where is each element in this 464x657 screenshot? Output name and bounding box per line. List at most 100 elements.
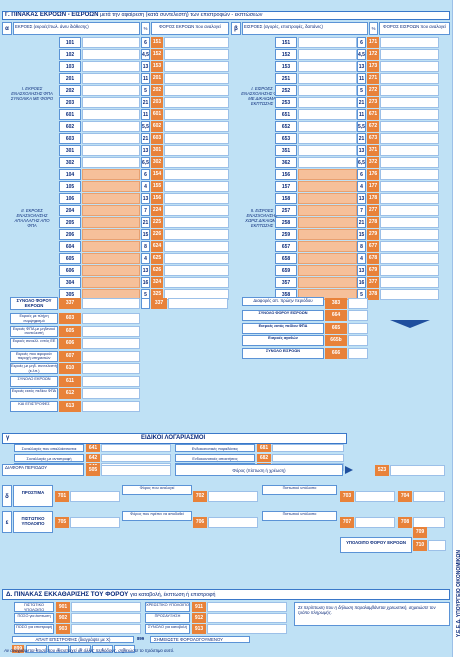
- tax-field[interactable]: [380, 181, 439, 193]
- d-field[interactable]: [71, 613, 141, 623]
- amount-field[interactable]: [82, 193, 140, 205]
- tax-field[interactable]: [164, 241, 229, 253]
- d-field-2[interactable]: [207, 624, 287, 634]
- amount-field[interactable]: [82, 121, 140, 133]
- tax-field[interactable]: [380, 277, 439, 289]
- amount-field[interactable]: [298, 85, 357, 97]
- correction-cell[interactable]: 2: [48, 645, 69, 653]
- tax-field[interactable]: [164, 37, 229, 48]
- amount-field[interactable]: [298, 181, 357, 193]
- amount-field[interactable]: [298, 253, 357, 265]
- amount-field[interactable]: [298, 73, 357, 85]
- tax-field[interactable]: [380, 253, 439, 265]
- special-field[interactable]: [101, 444, 171, 452]
- d-field-2[interactable]: [207, 602, 287, 612]
- amount-field[interactable]: [82, 277, 140, 289]
- amount-field[interactable]: [82, 73, 140, 85]
- tax-field[interactable]: [380, 97, 439, 109]
- amount-field[interactable]: [82, 49, 140, 61]
- correction-cell[interactable]: 5: [114, 645, 135, 653]
- tax-field[interactable]: [380, 121, 439, 133]
- tax-field[interactable]: [164, 133, 229, 145]
- summary-field[interactable]: [82, 363, 140, 374]
- tax-field[interactable]: [164, 217, 229, 229]
- tax-field[interactable]: [380, 229, 439, 241]
- amount-field[interactable]: [298, 133, 357, 145]
- tax-field[interactable]: [380, 241, 439, 253]
- tax-field[interactable]: [380, 157, 439, 169]
- amount-field[interactable]: [298, 265, 357, 277]
- z-field[interactable]: [70, 491, 120, 502]
- summary-field[interactable]: [82, 338, 140, 349]
- tax-field[interactable]: [164, 109, 229, 121]
- summary-field[interactable]: [82, 350, 140, 362]
- amount-field[interactable]: [82, 97, 140, 109]
- d-field-2[interactable]: [207, 613, 287, 623]
- amount-field[interactable]: [298, 37, 357, 48]
- amount-field[interactable]: [82, 229, 140, 241]
- amount-field[interactable]: [82, 241, 140, 253]
- amount-field[interactable]: [82, 265, 140, 277]
- z-field-2[interactable]: [208, 517, 258, 528]
- left-total-field[interactable]: [82, 298, 140, 309]
- amount-field[interactable]: [82, 253, 140, 265]
- z-field-2[interactable]: [208, 491, 258, 502]
- tax-field[interactable]: [164, 157, 229, 169]
- amount-field[interactable]: [82, 37, 140, 48]
- amount-field[interactable]: [82, 181, 140, 193]
- tax-field[interactable]: [380, 73, 439, 85]
- summary-field[interactable]: [82, 313, 140, 324]
- correction-cell[interactable]: 1: [26, 645, 47, 653]
- z-field-4[interactable]: [413, 491, 445, 502]
- amount-field[interactable]: [298, 121, 357, 133]
- z-field-3[interactable]: [355, 491, 395, 502]
- tax-field[interactable]: [164, 61, 229, 73]
- tax-field[interactable]: [164, 73, 229, 85]
- amount-field[interactable]: [298, 277, 357, 289]
- right-summary-field[interactable]: [348, 347, 368, 359]
- amount-field[interactable]: [298, 217, 357, 229]
- tax-field[interactable]: [380, 265, 439, 277]
- tax-field[interactable]: [164, 181, 229, 193]
- amount-field[interactable]: [82, 145, 140, 157]
- right-summary-field[interactable]: [348, 335, 368, 346]
- amount-field[interactable]: [298, 49, 357, 61]
- correction-cell[interactable]: 3: [70, 645, 91, 653]
- z-field[interactable]: [70, 517, 120, 528]
- d-field[interactable]: [71, 624, 141, 634]
- amount-field[interactable]: [298, 229, 357, 241]
- tax-field[interactable]: [380, 217, 439, 229]
- amount-field[interactable]: [82, 109, 140, 121]
- amount-field[interactable]: [298, 241, 357, 253]
- amount-field[interactable]: [82, 61, 140, 73]
- z-field-4[interactable]: [413, 517, 445, 528]
- amount-field[interactable]: [82, 85, 140, 97]
- special-field-2[interactable]: [272, 453, 344, 462]
- tax-field[interactable]: [380, 85, 439, 97]
- summary-field[interactable]: [82, 388, 140, 399]
- tax-field[interactable]: [380, 133, 439, 145]
- amount-field[interactable]: [82, 205, 140, 217]
- z-field-3[interactable]: [355, 517, 395, 528]
- d-field[interactable]: [71, 602, 141, 612]
- tax-field[interactable]: [380, 289, 439, 301]
- amount-field[interactable]: [82, 169, 140, 181]
- amount-field[interactable]: [82, 217, 140, 229]
- tax-field[interactable]: [380, 61, 439, 73]
- left-total-tax-field[interactable]: [168, 298, 228, 309]
- amount-field[interactable]: [298, 61, 357, 73]
- tax-field[interactable]: [164, 205, 229, 217]
- amount-field[interactable]: [298, 193, 357, 205]
- summary-field[interactable]: [82, 325, 140, 337]
- amount-field[interactable]: [298, 109, 357, 121]
- amount-field[interactable]: [298, 145, 357, 157]
- tax-field[interactable]: [380, 193, 439, 205]
- special-field[interactable]: [101, 453, 171, 462]
- tax-field[interactable]: [164, 229, 229, 241]
- tax-field[interactable]: [164, 97, 229, 109]
- vat-total-field[interactable]: [390, 465, 445, 476]
- vat-period-field[interactable]: [101, 465, 171, 476]
- amount-field[interactable]: [298, 97, 357, 109]
- summary-field[interactable]: [82, 375, 140, 387]
- tax-field[interactable]: [380, 109, 439, 121]
